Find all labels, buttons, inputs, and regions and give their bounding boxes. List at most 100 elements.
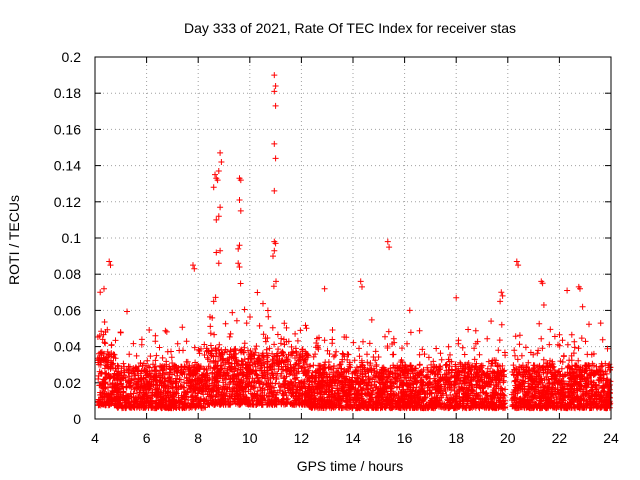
data-point <box>296 393 303 400</box>
data-point <box>139 399 146 406</box>
data-point <box>191 344 198 351</box>
data-point <box>175 364 182 371</box>
data-point <box>577 372 584 379</box>
data-point <box>181 384 187 391</box>
data-point <box>273 278 279 285</box>
data-point <box>404 340 410 347</box>
data-point <box>341 404 348 411</box>
data-point <box>305 352 312 359</box>
data-point <box>140 380 147 387</box>
data-point <box>292 361 299 368</box>
data-point <box>275 346 282 353</box>
data-point <box>568 331 575 338</box>
data-point <box>279 366 286 373</box>
data-point <box>550 381 557 388</box>
data-point <box>494 392 501 399</box>
data-point <box>384 345 391 351</box>
data-point <box>516 341 523 348</box>
data-point <box>207 358 213 365</box>
data-point <box>517 397 524 404</box>
data-point <box>160 365 167 371</box>
data-point <box>106 372 113 379</box>
data-point <box>197 384 204 391</box>
data-point <box>397 359 404 365</box>
data-point <box>431 363 438 370</box>
data-point <box>574 398 581 405</box>
data-point <box>547 326 554 333</box>
data-point <box>138 336 145 343</box>
data-point <box>102 340 109 347</box>
data-point <box>157 378 164 385</box>
data-point <box>488 318 495 325</box>
data-point <box>540 356 547 363</box>
data-point <box>321 337 328 344</box>
data-point <box>272 380 279 387</box>
data-point <box>573 394 580 401</box>
data-point <box>222 346 229 353</box>
data-point <box>98 328 105 335</box>
data-point <box>170 393 176 400</box>
data-point <box>350 339 357 346</box>
data-point <box>258 379 265 386</box>
data-point <box>160 387 167 394</box>
data-point <box>144 357 151 364</box>
data-point <box>304 401 311 408</box>
data-point <box>246 379 253 386</box>
data-point <box>297 327 304 334</box>
data-point <box>481 403 488 410</box>
data-point <box>428 390 435 397</box>
data-point <box>278 370 285 377</box>
data-point <box>447 351 453 358</box>
data-point <box>516 332 523 339</box>
data-point <box>518 352 525 359</box>
y-tick-label: 0.08 <box>54 266 81 282</box>
data-point <box>327 363 333 370</box>
data-point <box>387 379 394 386</box>
data-point <box>545 390 552 397</box>
data-point <box>467 378 474 385</box>
data-point <box>568 388 575 395</box>
data-point <box>333 368 340 375</box>
data-point <box>163 397 170 404</box>
data-point <box>588 402 595 409</box>
data-point <box>145 363 152 370</box>
data-point <box>181 379 188 386</box>
data-point <box>179 324 186 331</box>
data-point <box>245 396 252 403</box>
data-point <box>593 403 600 410</box>
y-tick-label: 0.06 <box>54 302 81 318</box>
data-point <box>476 351 483 358</box>
data-point <box>220 379 227 386</box>
data-point <box>498 321 505 328</box>
data-point <box>156 400 163 407</box>
data-point <box>500 391 507 398</box>
data-point <box>98 350 105 357</box>
data-point <box>587 371 594 378</box>
data-point <box>200 365 207 372</box>
data-point <box>458 385 465 392</box>
data-point <box>514 356 521 363</box>
data-point <box>428 368 435 375</box>
data-point <box>497 375 504 382</box>
data-point <box>399 345 405 352</box>
data-point <box>380 366 387 373</box>
data-point <box>591 400 598 406</box>
data-point <box>499 387 506 394</box>
data-point <box>147 353 154 360</box>
data-point <box>329 336 336 343</box>
data-point <box>227 363 234 370</box>
data-point <box>368 316 375 323</box>
data-point <box>152 357 159 364</box>
data-point <box>531 378 538 385</box>
data-point <box>494 363 501 370</box>
data-point <box>233 317 240 324</box>
data-point <box>110 360 117 367</box>
data-point <box>384 402 391 409</box>
data-point <box>447 381 454 387</box>
data-point <box>214 375 221 382</box>
data-point <box>509 369 516 375</box>
data-point <box>405 374 412 381</box>
data-point <box>525 380 532 387</box>
data-point <box>114 362 121 369</box>
data-point <box>343 392 350 399</box>
